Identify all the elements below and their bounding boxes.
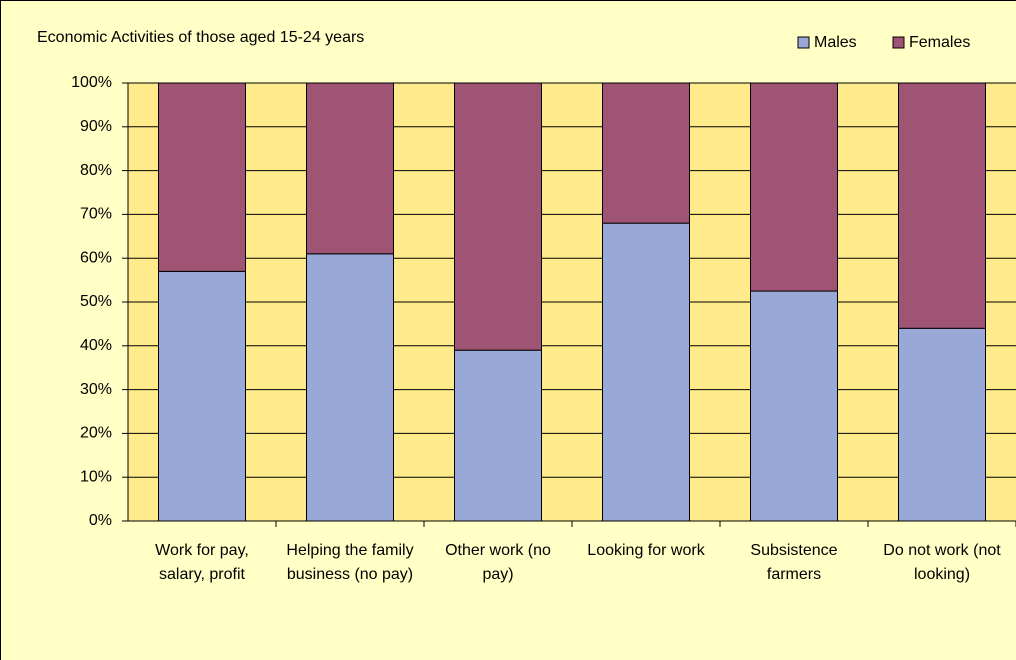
y-tick-label: 0%	[89, 512, 112, 529]
y-tick-label: 20%	[80, 425, 112, 442]
y-tick-label: 70%	[80, 206, 112, 223]
x-tick-label: Do not work (not looking)	[883, 542, 1001, 583]
bar-segment	[602, 222, 690, 522]
legend-swatch	[797, 36, 810, 49]
bar-segment	[306, 82, 394, 255]
chart-title: Economic Activities of those aged 15-24 …	[37, 29, 364, 46]
bar-segment	[306, 253, 394, 522]
bar-segment	[898, 82, 986, 329]
bar-segment	[602, 82, 690, 224]
y-tick-label: 90%	[80, 118, 112, 135]
bar-segment	[158, 270, 246, 522]
x-tick-label: Subsistence farmers	[750, 542, 838, 583]
x-tick-label: Other work (no pay)	[445, 542, 551, 583]
y-tick-label: 10%	[80, 468, 112, 485]
bar-segment	[454, 349, 542, 522]
legend-label: Males	[814, 34, 857, 51]
x-tick-label: Work for pay, salary, profit	[155, 542, 249, 583]
y-tick-label: 100%	[71, 74, 112, 91]
y-tick-label: 60%	[80, 249, 112, 266]
y-tick-label: 30%	[80, 381, 112, 398]
bar-segment	[454, 82, 542, 351]
y-tick-label: 80%	[80, 162, 112, 179]
legend-swatch	[892, 36, 905, 49]
bar-segment	[158, 82, 246, 272]
bar-segment	[750, 290, 838, 522]
legend-label: Females	[909, 34, 970, 51]
y-tick-label: 50%	[80, 293, 112, 310]
y-tick-label: 40%	[80, 337, 112, 354]
bar-segment	[898, 327, 986, 522]
bar-segment	[750, 82, 838, 292]
x-tick-label: Helping the family business (no pay)	[286, 542, 414, 583]
x-tick-label: Looking for work	[587, 542, 705, 559]
